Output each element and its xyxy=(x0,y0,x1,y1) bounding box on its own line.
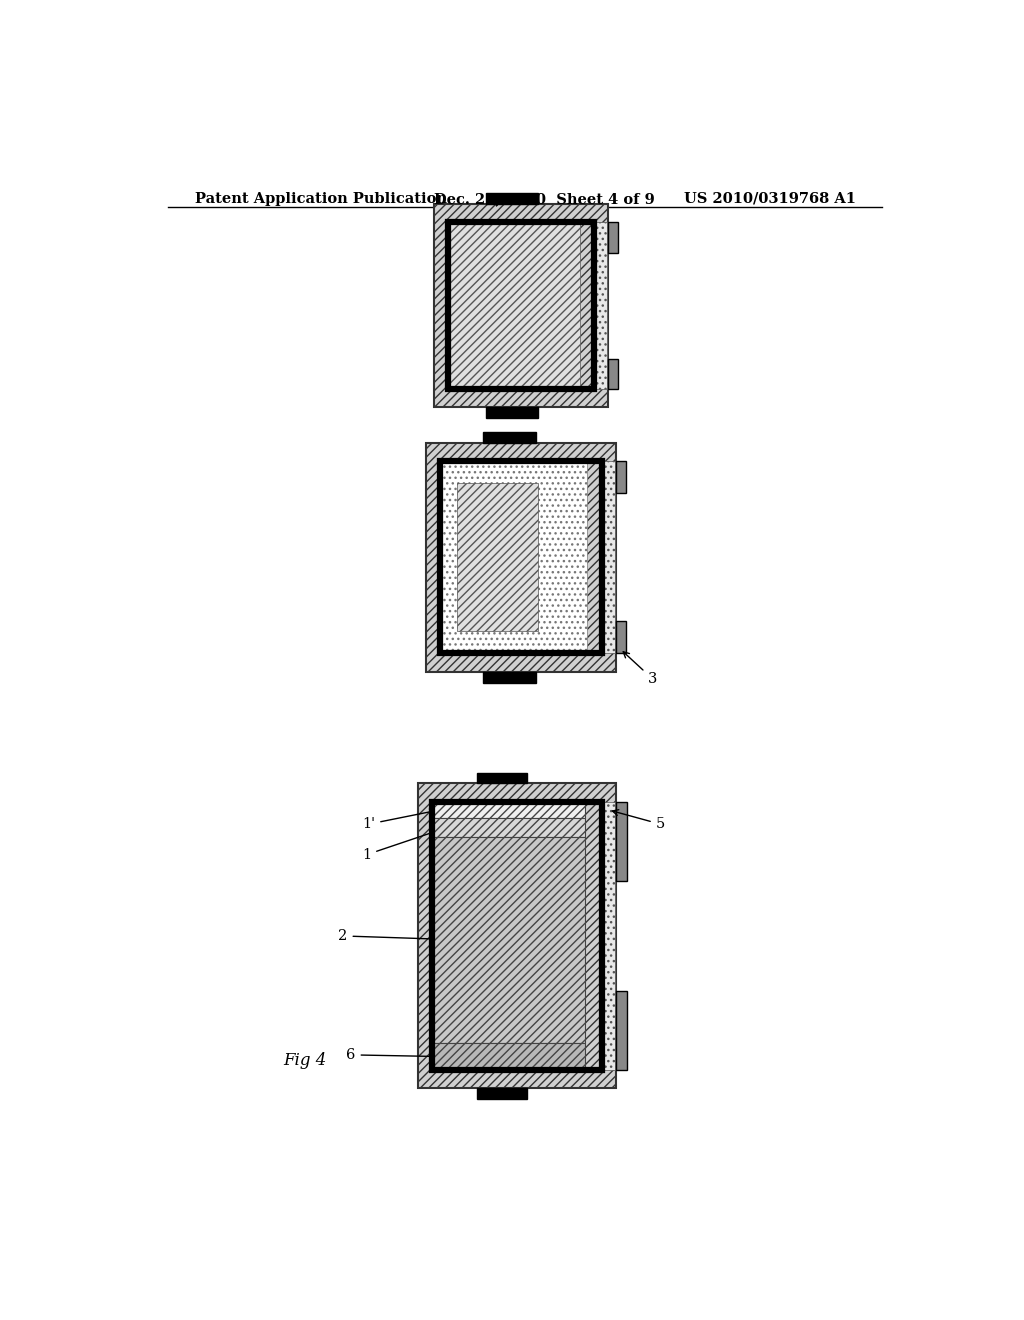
Bar xyxy=(600,801,615,1071)
Text: US 2010/0319768 A1: US 2010/0319768 A1 xyxy=(684,191,855,206)
Bar xyxy=(486,193,539,205)
Text: 1: 1 xyxy=(362,828,443,862)
Bar xyxy=(457,483,539,631)
Text: 5: 5 xyxy=(612,809,665,832)
Bar xyxy=(418,784,616,1089)
Bar xyxy=(616,801,627,880)
Text: 6: 6 xyxy=(346,1048,443,1061)
Text: 2: 2 xyxy=(338,929,460,942)
Bar xyxy=(616,461,627,494)
Bar xyxy=(616,622,627,653)
Bar xyxy=(432,818,586,837)
Text: 1': 1' xyxy=(362,809,435,832)
Bar xyxy=(432,1043,586,1071)
Bar xyxy=(602,461,614,653)
Bar xyxy=(432,837,586,1043)
Bar xyxy=(426,444,616,672)
Bar xyxy=(477,1089,526,1100)
Bar xyxy=(482,432,537,444)
Bar xyxy=(432,801,602,1071)
Text: Dec. 23, 2010  Sheet 4 of 9: Dec. 23, 2010 Sheet 4 of 9 xyxy=(433,191,654,206)
Bar xyxy=(440,461,588,653)
Bar xyxy=(616,991,627,1071)
Bar xyxy=(447,223,580,389)
Bar xyxy=(486,408,539,418)
Bar xyxy=(594,223,606,389)
Bar xyxy=(432,801,586,818)
Bar xyxy=(447,223,594,389)
Text: Patent Application Publication: Patent Application Publication xyxy=(196,191,447,206)
Bar xyxy=(608,223,618,253)
Text: Fig 4: Fig 4 xyxy=(283,1052,326,1069)
Bar xyxy=(608,359,618,389)
Bar xyxy=(433,205,608,408)
Text: 3: 3 xyxy=(624,652,657,686)
Bar xyxy=(482,672,537,682)
Bar xyxy=(440,461,602,653)
Bar xyxy=(477,772,526,784)
